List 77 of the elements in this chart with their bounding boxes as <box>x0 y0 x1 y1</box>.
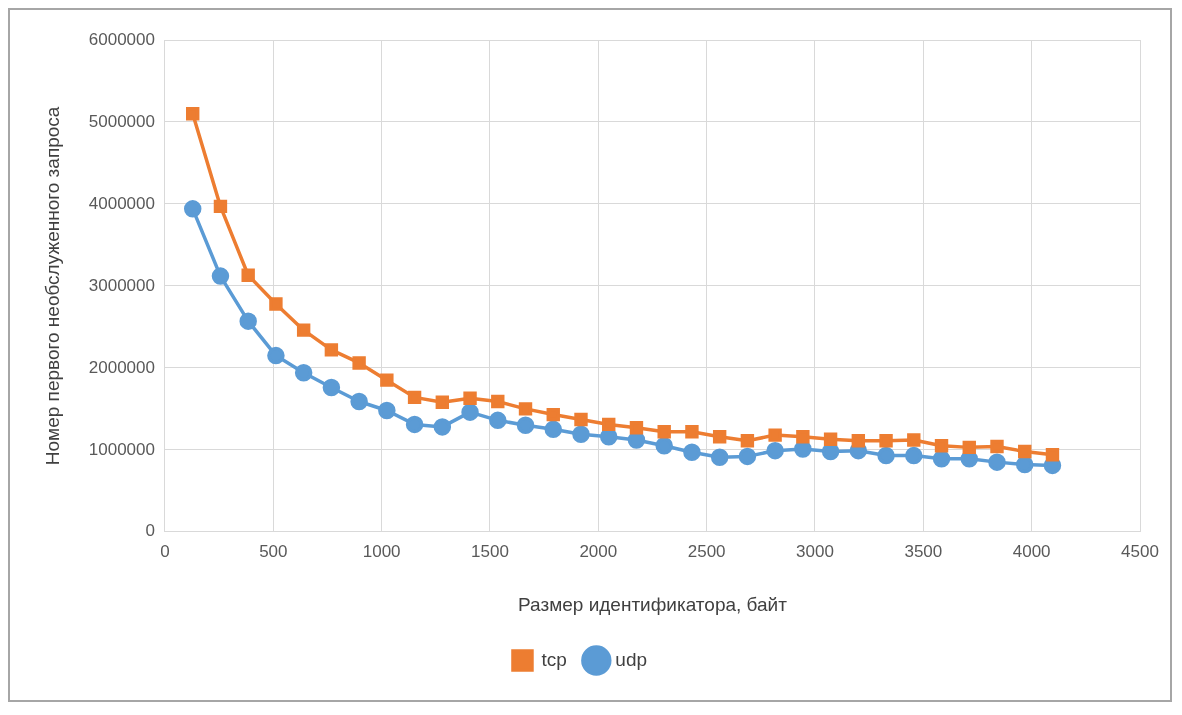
point <box>546 407 560 422</box>
point <box>988 453 1006 471</box>
x-tick-label: 2500 <box>687 541 726 561</box>
point <box>211 267 230 285</box>
point <box>685 425 699 439</box>
point <box>489 411 507 430</box>
x-axis-title: Размер идентификатора, байт <box>518 593 788 615</box>
point <box>905 446 923 465</box>
point <box>655 436 673 455</box>
legend-label: udp <box>615 648 648 670</box>
point <box>629 421 644 435</box>
point <box>962 440 976 455</box>
point <box>324 343 339 357</box>
y-tick-label: 3000000 <box>88 275 155 295</box>
point <box>738 447 757 466</box>
point <box>294 364 313 382</box>
point <box>766 441 784 460</box>
point <box>879 434 893 448</box>
point <box>380 373 394 387</box>
x-tick-label: 0 <box>160 541 170 561</box>
y-tick-label: 0 <box>145 521 155 541</box>
point <box>433 418 452 436</box>
point <box>932 450 951 468</box>
point <box>1018 444 1032 459</box>
x-tick-label: 500 <box>259 541 288 561</box>
point <box>823 432 838 446</box>
point <box>186 107 200 121</box>
point <box>213 199 228 214</box>
legend-label: tcp <box>541 648 567 670</box>
point <box>241 268 255 282</box>
point <box>683 443 701 462</box>
point <box>350 392 368 411</box>
point <box>990 439 1004 454</box>
point <box>322 378 341 397</box>
point <box>183 200 202 218</box>
x-tick-label: 1000 <box>362 541 401 561</box>
point <box>296 323 311 337</box>
y-tick-label: 6000000 <box>88 29 155 49</box>
point <box>796 430 810 444</box>
point <box>851 434 866 448</box>
point <box>463 391 477 405</box>
point <box>740 434 755 448</box>
point <box>267 346 285 365</box>
x-tick-label: 4000 <box>1012 541 1051 561</box>
point <box>768 428 782 442</box>
point <box>574 412 588 427</box>
point <box>1045 448 1060 462</box>
point <box>352 356 366 370</box>
point <box>572 425 590 444</box>
x-tick-label: 3500 <box>904 541 943 561</box>
point <box>269 297 283 311</box>
x-tick-label: 3000 <box>796 541 834 561</box>
point <box>239 312 257 330</box>
point <box>602 417 616 432</box>
point <box>518 402 533 416</box>
point <box>516 416 535 434</box>
point <box>435 395 450 409</box>
point <box>544 420 563 439</box>
point <box>378 401 396 420</box>
y-tick-label: 5000000 <box>88 111 155 131</box>
point <box>491 394 505 409</box>
point <box>907 433 921 447</box>
x-tick-label: 1500 <box>471 541 509 561</box>
point <box>877 446 895 465</box>
y-tick-label: 4000000 <box>88 193 155 213</box>
x-tick-label: 2000 <box>579 541 618 561</box>
point <box>657 425 671 439</box>
y-axis-title: Номер первого необслуженного запроса <box>41 106 63 466</box>
y-tick-label: 2000000 <box>88 357 155 377</box>
y-tick-label: 1000000 <box>88 439 155 459</box>
point <box>712 430 727 444</box>
point <box>710 448 729 466</box>
point <box>461 403 479 421</box>
point <box>405 415 424 434</box>
point <box>934 439 949 453</box>
x-tick-label: 4500 <box>1121 541 1159 561</box>
point <box>407 390 422 405</box>
